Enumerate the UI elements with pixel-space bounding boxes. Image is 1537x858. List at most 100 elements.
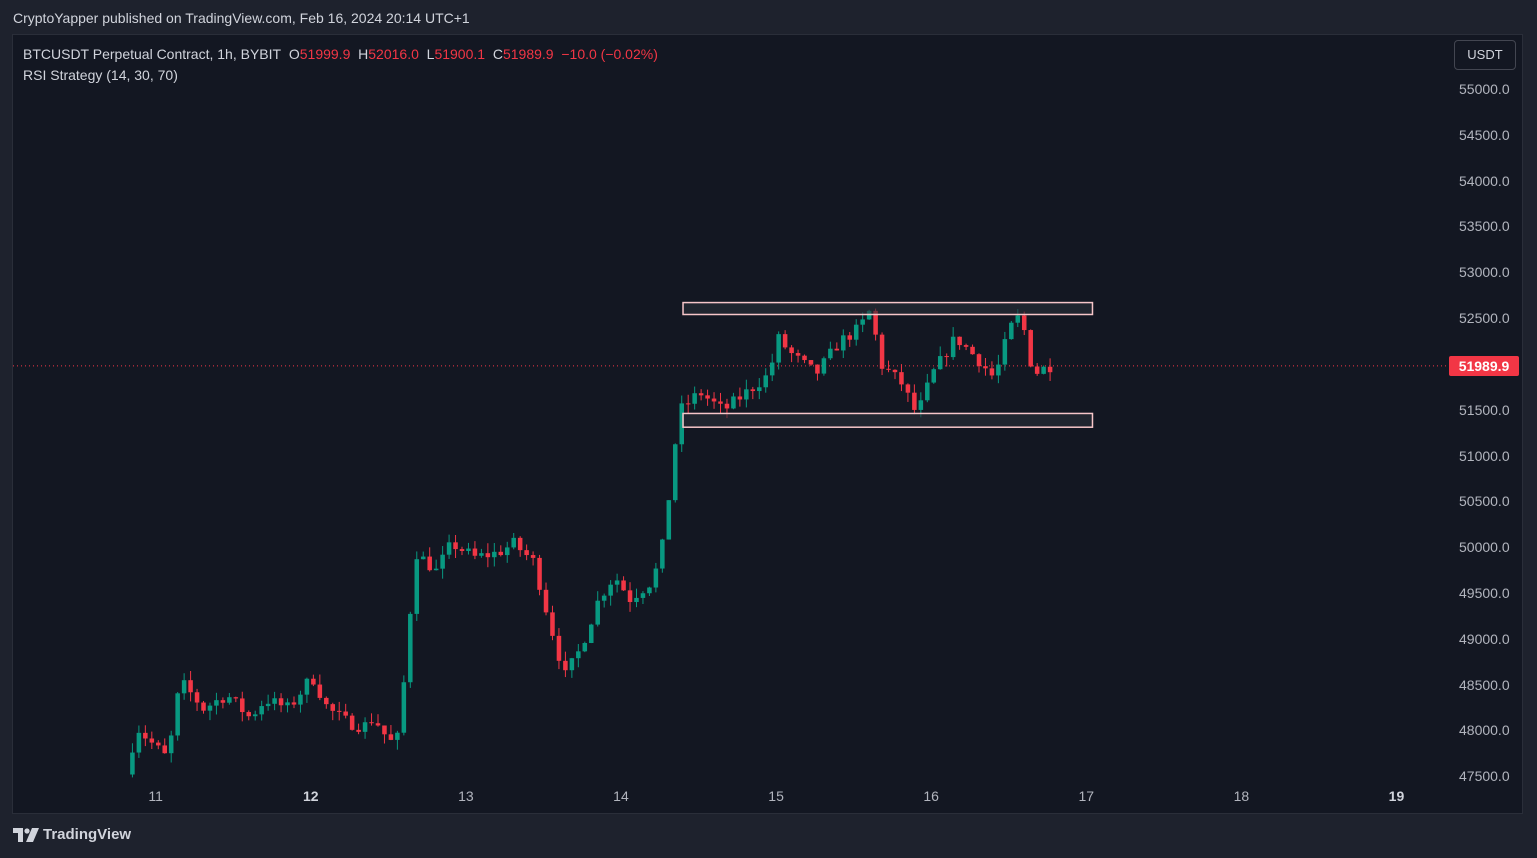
- candle-body: [950, 336, 956, 358]
- candle-body: [1041, 366, 1046, 374]
- candle-body: [1009, 322, 1014, 340]
- candle-body: [970, 346, 975, 355]
- time-tick-label: 17: [1078, 788, 1095, 804]
- candle-body: [343, 711, 348, 716]
- candle-body: [278, 698, 284, 706]
- candle-body: [595, 600, 600, 625]
- candle-body: [556, 635, 562, 661]
- time-tick-label: 14: [613, 788, 629, 804]
- candle-body: [608, 584, 613, 596]
- candle-body: [627, 590, 633, 603]
- candle-body: [705, 395, 710, 399]
- low-value: 51900.1: [434, 46, 486, 62]
- candle-body: [382, 725, 387, 735]
- candle-body: [937, 356, 943, 370]
- candle-body: [763, 375, 769, 388]
- candle-body: [976, 354, 982, 367]
- candle-body: [246, 712, 252, 717]
- candle-body: [873, 310, 878, 335]
- candle-body: [737, 396, 743, 400]
- candle-body: [259, 706, 264, 715]
- candle-body: [983, 366, 988, 369]
- candle-body: [408, 613, 413, 683]
- candle-body: [143, 732, 148, 739]
- candle-body: [298, 694, 303, 705]
- resistance-zone: [682, 301, 1094, 316]
- published-by-text: CryptoYapper published on TradingView.co…: [13, 10, 470, 26]
- candle-body: [996, 364, 1001, 376]
- candle-body: [634, 597, 639, 603]
- candle-body: [828, 348, 833, 359]
- candle-body: [543, 589, 549, 613]
- candle-body: [375, 723, 381, 726]
- open-value: 51999.9: [299, 46, 351, 62]
- time-tick-label: 13: [458, 788, 474, 804]
- candle-body: [472, 548, 478, 556]
- candle-body: [673, 444, 678, 501]
- low-label: L: [426, 46, 435, 62]
- candle-body: [1028, 330, 1033, 367]
- candle-body: [466, 548, 471, 551]
- candle-body: [563, 660, 568, 671]
- candle-body: [569, 658, 575, 671]
- candle-body: [420, 556, 426, 560]
- candle-body: [744, 389, 749, 400]
- candle-body: [757, 387, 762, 392]
- candle-body: [795, 353, 801, 356]
- candle-body: [207, 705, 213, 711]
- candle-body: [427, 556, 432, 571]
- candle-body: [879, 334, 885, 369]
- candle-body: [388, 734, 394, 740]
- candle-body: [685, 403, 691, 405]
- currency-button[interactable]: USDT: [1454, 40, 1516, 70]
- candle-body: [601, 595, 607, 601]
- candle-body: [841, 335, 846, 351]
- candle-body: [957, 336, 962, 346]
- candle-body: [789, 347, 794, 354]
- candle-body: [149, 738, 155, 743]
- candle-body: [582, 643, 588, 652]
- symbol-legend: BTCUSDT Perpetual Contract, 1h, BYBIT O5…: [23, 46, 658, 62]
- candle-body: [188, 680, 193, 693]
- tradingview-logo[interactable]: TradingView: [13, 826, 131, 843]
- candle-body: [530, 555, 536, 558]
- indicator-legend[interactable]: RSI Strategy (14, 30, 70): [23, 67, 178, 83]
- candle-body: [1015, 315, 1021, 323]
- candle-body: [989, 368, 995, 376]
- tradingview-icon: [13, 827, 39, 842]
- candle-body: [433, 568, 439, 571]
- candle-body: [776, 334, 781, 363]
- candle-body: [130, 752, 135, 775]
- candle-body: [847, 335, 853, 340]
- candle-body: [944, 356, 949, 358]
- symbol-name[interactable]: BTCUSDT Perpetual Contract, 1h, BYBIT: [23, 46, 282, 62]
- candle-body: [265, 703, 271, 707]
- candle-body: [272, 698, 277, 704]
- candle-body: [504, 547, 510, 556]
- candle-body: [492, 551, 497, 558]
- candle-body: [349, 715, 355, 730]
- candle-body: [227, 697, 232, 703]
- candle-body: [362, 722, 368, 732]
- candle-body: [414, 559, 420, 614]
- time-tick-label: 12: [302, 788, 319, 804]
- candle-body: [285, 702, 290, 706]
- candle-body: [498, 551, 504, 556]
- close-label: C: [492, 46, 503, 62]
- candle-body: [614, 580, 620, 585]
- candle-body: [1034, 366, 1040, 374]
- candle-body: [653, 568, 659, 588]
- candlestick-plot[interactable]: [13, 35, 1524, 815]
- high-label: H: [358, 46, 369, 62]
- candle-body: [925, 382, 930, 401]
- candle-body: [815, 364, 820, 374]
- candle-body: [356, 729, 361, 732]
- candle-body: [912, 392, 917, 410]
- candle-body: [511, 537, 516, 548]
- time-tick-label: 11: [148, 788, 163, 804]
- candle-body: [576, 651, 581, 659]
- candle-body: [175, 693, 180, 736]
- candle-body: [588, 624, 594, 644]
- chart-panel[interactable]: BTCUSDT Perpetual Contract, 1h, BYBIT O5…: [12, 34, 1523, 814]
- candle-body: [220, 700, 226, 703]
